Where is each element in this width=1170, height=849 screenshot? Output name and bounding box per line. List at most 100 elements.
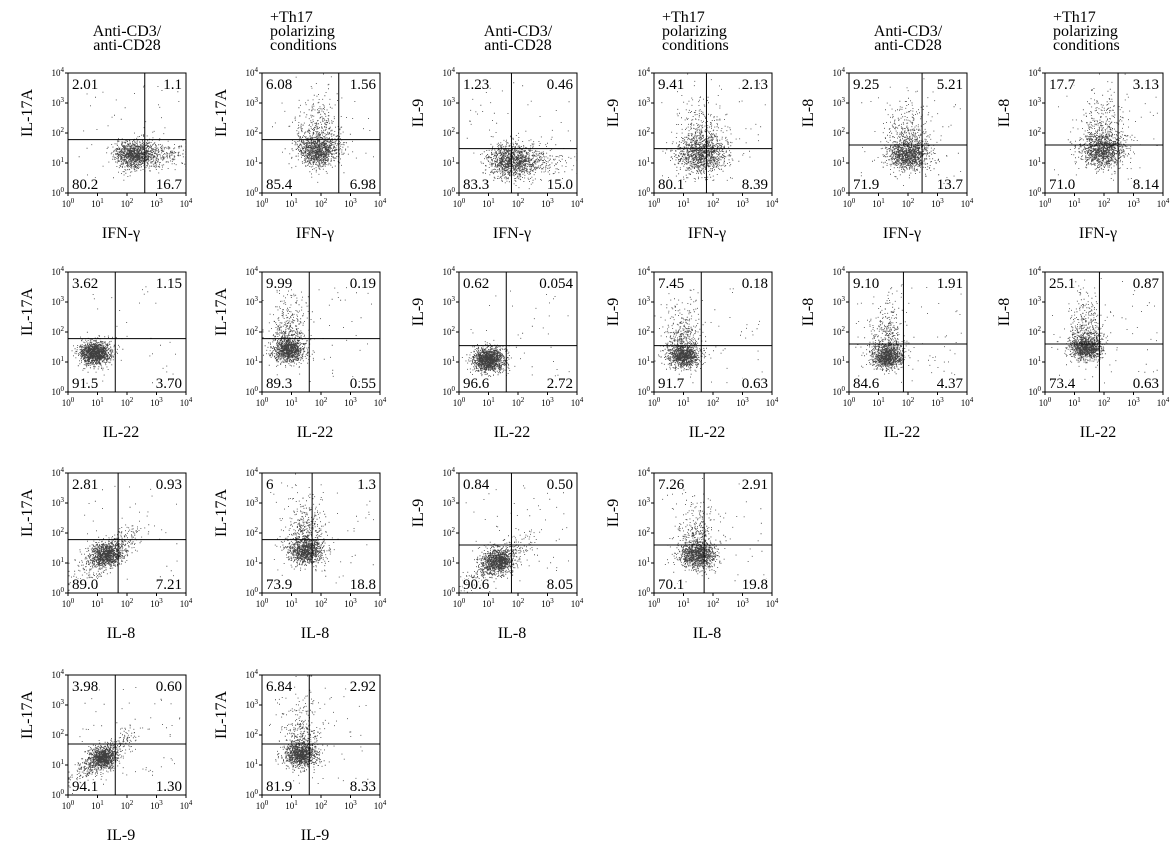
quadrant-label-upper-left: 2.01 <box>72 77 98 93</box>
scatter-point <box>1051 272 1158 384</box>
quadrant-label-upper-left: 1.23 <box>463 77 489 93</box>
quadrant-label-upper-right: 0.93 <box>156 477 182 493</box>
y-axis-label: IL-17A <box>213 288 230 336</box>
x-tick-label: 101 <box>285 396 298 408</box>
y-tick-label: 104 <box>833 265 846 277</box>
x-axis-label: IL-22 <box>1080 424 1116 441</box>
x-tick-label: 103 <box>541 597 554 609</box>
x-tick-label: 103 <box>344 799 357 811</box>
quadrant-label-lower-right: 0.63 <box>1133 376 1159 392</box>
y-tick-label: 100 <box>443 586 456 598</box>
x-tick-label: 100 <box>256 597 269 609</box>
quadrant-label-upper-right: 2.91 <box>742 477 768 493</box>
y-tick-label: 103 <box>246 96 259 108</box>
x-tick-label: 101 <box>285 197 298 209</box>
x-axis-label: IL-22 <box>884 424 920 441</box>
x-axis-label: IFN-γ <box>102 225 140 242</box>
y-tick-label: 101 <box>638 556 651 568</box>
y-tick-label: 103 <box>246 295 259 307</box>
quadrant-label-lower-right: 8.39 <box>742 177 768 193</box>
quadrant-label-upper-right: 0.87 <box>1133 276 1160 292</box>
x-tick-label: 102 <box>121 799 134 811</box>
quadrant-label-lower-left: 73.4 <box>1049 376 1076 392</box>
x-tick-label: 103 <box>736 597 749 609</box>
y-tick-label: 103 <box>246 698 259 710</box>
y-tick-label: 100 <box>833 186 846 198</box>
quadrant-label-lower-right: 2.72 <box>547 376 573 392</box>
x-tick-label: 100 <box>843 396 856 408</box>
quadrant-label-upper-left: 7.45 <box>658 276 684 292</box>
y-axis-label: IL-17A <box>213 691 230 739</box>
x-tick-label: 102 <box>707 197 720 209</box>
scatter-points <box>262 280 372 382</box>
column-header-line: anti-CD28 <box>484 37 552 54</box>
y-axis-label: IL-9 <box>410 99 427 127</box>
y-tick-label: 102 <box>443 325 456 337</box>
column-header: Anti-CD3/anti-CD28 <box>874 23 943 54</box>
y-tick-label: 102 <box>52 526 65 538</box>
y-tick-label: 100 <box>638 186 651 198</box>
quadrant-label-upper-right: 2.13 <box>742 77 768 93</box>
scatter-point <box>459 485 569 594</box>
quadrant-label-lower-right: 0.55 <box>350 376 376 392</box>
x-tick-label: 101 <box>872 396 885 408</box>
quadrant-label-lower-left: 90.6 <box>463 577 490 593</box>
quadrant-label-upper-left: 6.84 <box>266 679 293 695</box>
x-tick-label: 104 <box>180 396 193 408</box>
x-tick-label: 103 <box>150 597 163 609</box>
quadrant-label-upper-right: 0.46 <box>547 77 574 93</box>
x-tick-label: 100 <box>1039 396 1052 408</box>
y-tick-label: 102 <box>52 325 65 337</box>
quadrant-label-lower-right: 1.30 <box>156 779 182 795</box>
y-tick-label: 101 <box>52 156 65 168</box>
quadrant-label-lower-right: 18.8 <box>350 577 376 593</box>
quadrant-label-upper-left: 17.7 <box>1049 77 1076 93</box>
y-axis-label: IL-17A <box>19 489 36 537</box>
x-tick-label: 100 <box>453 396 466 408</box>
y-tick-label: 103 <box>52 496 65 508</box>
quadrant-label-lower-right: 13.7 <box>937 177 964 193</box>
column-header-line: anti-CD28 <box>874 37 942 54</box>
scatter-points <box>1051 272 1158 384</box>
x-axis-label: IFN-γ <box>883 225 921 242</box>
x-tick-label: 101 <box>677 597 690 609</box>
y-axis-label: IL-8 <box>800 298 817 326</box>
y-tick-label: 103 <box>638 496 651 508</box>
x-tick-label: 104 <box>374 197 387 209</box>
y-tick-label: 100 <box>1029 385 1042 397</box>
x-axis-label: IL-9 <box>107 827 135 844</box>
x-tick-label: 101 <box>91 197 104 209</box>
scatter-points <box>461 287 572 382</box>
x-tick-label: 101 <box>1068 197 1081 209</box>
scatter-points <box>459 485 569 594</box>
x-tick-label: 101 <box>1068 396 1081 408</box>
y-tick-label: 102 <box>246 325 259 337</box>
x-tick-label: 103 <box>150 197 163 209</box>
quadrant-label-upper-right: 1.3 <box>357 477 376 493</box>
y-tick-label: 104 <box>443 265 456 277</box>
y-axis-label: IL-17A <box>213 489 230 537</box>
column-header-line: +Th17 <box>1053 9 1096 26</box>
x-tick-label: 101 <box>482 396 495 408</box>
x-tick-label: 102 <box>1098 197 1111 209</box>
quadrant-label-upper-left: 0.62 <box>463 276 489 292</box>
quadrant-label-lower-right: 4.37 <box>937 376 964 392</box>
y-tick-label: 104 <box>246 466 259 478</box>
y-tick-label: 101 <box>443 556 456 568</box>
column-header-line: Anti-CD3/ <box>484 23 553 40</box>
quadrant-label-upper-right: 1.15 <box>156 276 182 292</box>
x-tick-label: 102 <box>121 396 134 408</box>
x-tick-label: 104 <box>961 396 974 408</box>
y-tick-label: 104 <box>443 66 456 78</box>
y-tick-label: 100 <box>246 586 259 598</box>
quadrant-label-lower-left: 83.3 <box>463 177 489 193</box>
y-axis-label: IL-9 <box>605 298 622 326</box>
x-tick-label: 100 <box>453 597 466 609</box>
y-tick-label: 102 <box>833 126 846 138</box>
y-tick-label: 103 <box>52 96 65 108</box>
